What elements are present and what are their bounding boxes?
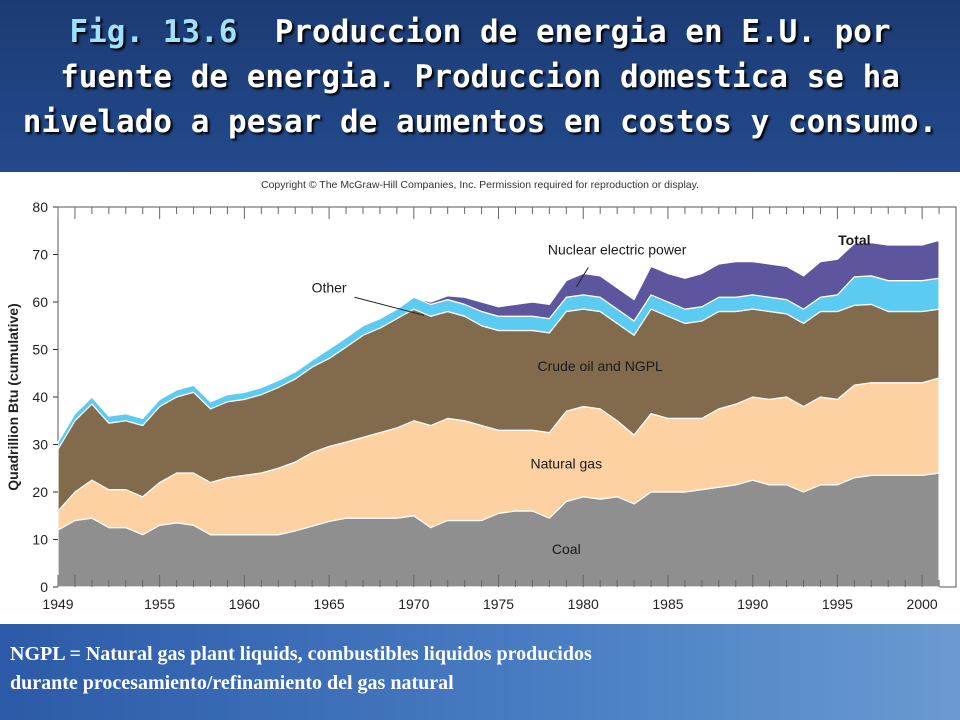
y-tick-label: 20	[32, 484, 48, 500]
series-label-crude-oil-and-ngpl: Crude oil and NGPL	[538, 358, 664, 374]
copyright-notice: Copyright © The McGraw-Hill Companies, I…	[261, 179, 699, 191]
y-tick-label: 0	[40, 579, 48, 595]
series-label-other: Other	[312, 280, 347, 296]
x-tick-label: 1975	[483, 596, 514, 612]
x-tick-label: 1960	[229, 596, 260, 612]
y-tick-label: 70	[32, 247, 48, 263]
y-tick-label: 10	[32, 532, 48, 548]
series-label-natural-gas: Natural gas	[531, 455, 603, 471]
watermark-line-1: US Energy	[108, 235, 268, 272]
energy-production-chart: Copyright © The McGraw-Hill Companies, I…	[5, 179, 957, 612]
chart-panel: Copyright © The McGraw-Hill Companies, I…	[0, 172, 960, 624]
watermark-line-2: production	[108, 279, 262, 316]
y-tick-label: 80	[32, 199, 48, 215]
series-label-total: Total	[838, 232, 870, 248]
y-tick-label: 30	[32, 437, 48, 453]
y-tick-label: 40	[32, 389, 48, 405]
slide-title: Fig. 13.6 Produccion de energia en E.U. …	[0, 10, 960, 145]
series-label-coal: Coal	[552, 541, 581, 557]
x-tick-label: 1985	[652, 596, 683, 612]
title-line-3: nivelado a pesar de aumentos en costos y…	[22, 104, 938, 140]
footer-line-1: NGPL = Natural gas plant liquids, combus…	[10, 643, 592, 665]
figure-label: Fig. 13.6	[69, 14, 238, 50]
series-label-nuclear-electric-power: Nuclear electric power	[548, 242, 687, 258]
x-tick-label: 1965	[314, 596, 345, 612]
title-line-1-text: Produccion de energia en E.U. por	[274, 14, 891, 50]
footer-line-2: durante procesamiento/refinamiento del g…	[10, 672, 454, 694]
footer: NGPL = Natural gas plant liquids, combus…	[0, 624, 960, 720]
x-tick-label: 1949	[42, 596, 73, 612]
x-tick-label: 2000	[907, 596, 938, 612]
leader-line-other	[354, 296, 425, 316]
y-tick-label: 50	[32, 342, 48, 358]
x-tick-label: 1980	[568, 596, 599, 612]
leader-line-nuclear	[576, 267, 589, 288]
y-axis-title: Quadrillion Btu (cumulative)	[5, 303, 21, 490]
x-tick-label: 1955	[144, 596, 175, 612]
title-bar: Fig. 13.6 Produccion de energia en E.U. …	[0, 0, 960, 172]
y-tick-label: 60	[32, 294, 48, 310]
area-nuclear-electric-power	[57, 239, 940, 443]
x-tick-label: 1970	[398, 596, 429, 612]
title-line-2: fuente de energia. Produccion domestica …	[60, 59, 900, 95]
x-tick-label: 1990	[737, 596, 768, 612]
x-tick-label: 1995	[822, 596, 853, 612]
title-line-1: Fig. 13.6 Produccion de energia en E.U. …	[0, 10, 960, 55]
footer-note: NGPL = Natural gas plant liquids, combus…	[10, 640, 950, 698]
